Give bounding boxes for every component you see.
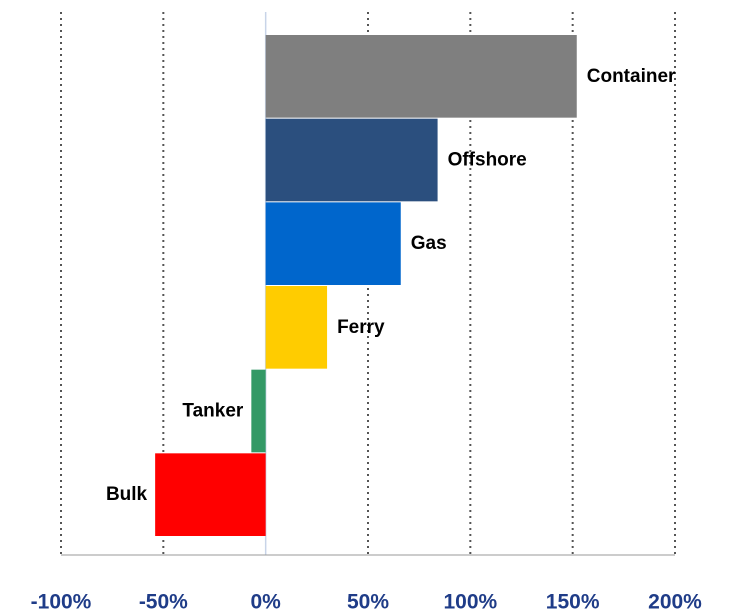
category-label: Bulk	[106, 484, 148, 505]
category-label: Tanker	[182, 401, 244, 422]
category-label: Ferry	[337, 317, 385, 338]
x-tick-label: 100%	[443, 591, 497, 614]
x-tick-label: 150%	[546, 591, 600, 614]
bar	[251, 369, 266, 453]
bar	[265, 202, 401, 285]
bar	[265, 35, 577, 118]
category-label: Container	[587, 66, 676, 87]
x-tick-label: -100%	[31, 591, 92, 614]
category-label: Offshore	[448, 150, 527, 171]
x-tick-label: 200%	[648, 591, 702, 614]
x-tick-label: 0%	[250, 591, 281, 614]
bar	[155, 453, 266, 536]
bar	[265, 118, 438, 202]
x-tick-label: 50%	[347, 591, 389, 614]
x-tick-label: -50%	[139, 591, 188, 614]
bar	[265, 286, 328, 369]
category-label: Gas	[411, 233, 447, 254]
